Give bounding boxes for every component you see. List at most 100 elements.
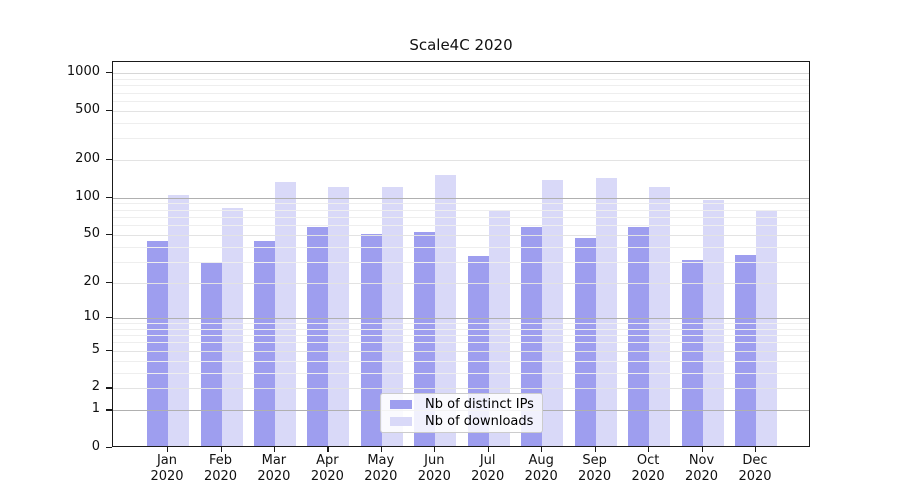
legend-label-downloads: Nb of downloads: [425, 414, 534, 429]
y-tick-label-2: 2: [91, 379, 100, 395]
x-tick-mark: [167, 447, 169, 452]
gridline-100: [113, 197, 809, 199]
gridline-800: [113, 85, 809, 87]
bar-dec-downloads: [756, 211, 777, 446]
gridline-700: [113, 92, 809, 94]
y-tick-mark: [106, 109, 112, 111]
gridline-1000: [113, 73, 809, 75]
bar-dec-distinct-ips: [735, 254, 756, 446]
x-tick-mark: [273, 447, 276, 452]
gridline-600: [113, 100, 809, 102]
bar-apr-downloads: [328, 186, 350, 446]
y-tick-mark: [106, 387, 112, 389]
bar-jan-downloads: [168, 195, 189, 446]
bar-oct-downloads: [649, 187, 671, 446]
bar-mar-downloads: [274, 181, 296, 446]
bar-feb-distinct-ips: [200, 263, 222, 446]
bar-apr-distinct-ips: [307, 226, 329, 446]
x-tick-label-nov: Nov 2020: [684, 453, 719, 484]
gridline-200: [113, 160, 809, 162]
bar-may-distinct-ips: [360, 233, 382, 446]
x-tick-label-oct: Oct 2020: [631, 453, 665, 484]
y-tick-label-0: 0: [91, 439, 100, 454]
y-tick-mark: [106, 233, 112, 235]
x-tick-label-feb: Feb 2020: [203, 453, 238, 484]
bar-jul-downloads: [488, 209, 510, 446]
y-tick-mark: [106, 72, 112, 74]
bar-feb-downloads: [221, 207, 243, 446]
gridline-9: [113, 323, 809, 325]
legend-row-distinct-ips: Nb of distinct IPs: [381, 396, 542, 413]
gridline-900: [113, 78, 809, 80]
legend-row-downloads: Nb of downloads: [381, 413, 542, 430]
x-tick-mark: [380, 447, 382, 452]
gridline-90: [113, 203, 809, 205]
y-tick-mark: [106, 316, 112, 319]
gridline-30: [113, 261, 809, 263]
x-tick-mark: [541, 447, 543, 452]
gridline-8: [113, 328, 809, 330]
bar-aug-downloads: [542, 179, 564, 446]
x-tick-label-apr: Apr 2020: [310, 453, 344, 484]
y-tick-label-1: 1: [91, 401, 100, 417]
gridline-7: [113, 335, 809, 337]
y-tick-label-200: 200: [75, 151, 100, 167]
bar-sep-distinct-ips: [574, 238, 596, 446]
gridline-60: [113, 225, 809, 226]
bar-jun-downloads: [435, 174, 457, 446]
y-tick-label-50: 50: [83, 225, 100, 241]
y-tick-label-1000: 1000: [66, 64, 100, 80]
x-tick-label-may: May 2020: [364, 453, 398, 484]
y-tick-mark: [106, 159, 112, 161]
x-tick-mark: [648, 447, 650, 452]
legend: Nb of distinct IPs Nb of downloads: [380, 393, 543, 433]
plot-area: Nb of distinct IPs Nb of downloads: [112, 61, 810, 447]
gridline-400: [113, 122, 809, 124]
downloads-swatch-icon: [390, 417, 412, 426]
x-tick-mark: [220, 447, 222, 452]
gridline-5: [113, 350, 809, 352]
x-tick-mark: [434, 447, 436, 452]
x-tick-label-dec: Dec 2020: [738, 453, 772, 484]
x-tick-mark: [701, 447, 703, 452]
gridline-50: [113, 234, 809, 236]
gridline-4: [113, 360, 809, 362]
chart-title: Scale4C 2020: [409, 36, 513, 54]
bar-nov-downloads: [702, 200, 724, 446]
y-tick-label-10: 10: [83, 308, 100, 324]
legend-label-distinct-ips: Nb of distinct IPs: [425, 397, 534, 412]
gridline-70: [113, 216, 809, 218]
bar-may-downloads: [381, 186, 403, 446]
gridline-80: [113, 209, 809, 211]
bar-sep-downloads: [595, 178, 617, 446]
bar-nov-distinct-ips: [681, 259, 703, 446]
gridline-6: [113, 342, 809, 344]
bar-jun-distinct-ips: [414, 231, 436, 446]
gridline-500: [113, 110, 809, 112]
y-tick-label-5: 5: [91, 341, 100, 357]
x-tick-label-mar: Mar 2020: [257, 453, 291, 484]
x-tick-label-jan: Jan 2020: [150, 453, 184, 484]
gridline-40: [113, 246, 809, 248]
gridline-20: [113, 282, 809, 284]
x-tick-mark: [487, 447, 489, 452]
bar-oct-distinct-ips: [628, 226, 650, 446]
gridline-10: [113, 317, 809, 319]
gridline-2: [113, 388, 809, 390]
x-tick-mark: [755, 447, 757, 452]
y-tick-mark: [106, 409, 112, 411]
y-tick-mark: [106, 447, 112, 449]
y-tick-mark: [106, 349, 112, 351]
x-tick-mark: [327, 447, 329, 452]
distinct-ips-swatch-icon: [390, 400, 412, 409]
gridline-300: [113, 138, 809, 140]
x-tick-label-sep: Sep 2020: [578, 453, 612, 484]
x-tick-label-aug: Aug 2020: [524, 453, 558, 484]
bar-aug-distinct-ips: [521, 226, 543, 446]
y-tick-mark: [106, 196, 112, 198]
x-tick-mark: [594, 447, 596, 452]
y-tick-mark: [106, 281, 112, 283]
gridline-3: [113, 372, 809, 374]
x-tick-label-jun: Jun 2020: [417, 453, 451, 484]
y-tick-label-20: 20: [83, 273, 100, 289]
